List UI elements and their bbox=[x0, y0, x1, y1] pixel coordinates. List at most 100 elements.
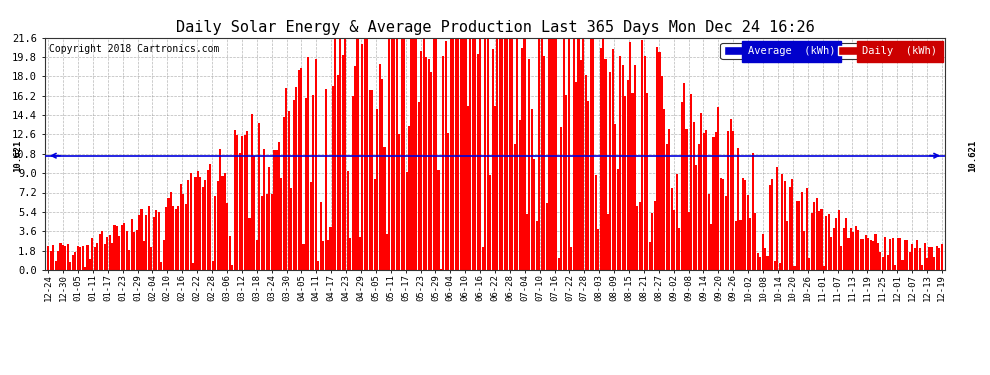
Bar bbox=[391, 38, 393, 270]
Bar bbox=[831, 237, 833, 270]
Bar bbox=[565, 95, 567, 270]
Bar bbox=[506, 38, 508, 270]
Bar bbox=[290, 188, 292, 270]
Bar bbox=[204, 180, 206, 270]
Bar bbox=[426, 57, 428, 270]
Bar bbox=[828, 214, 830, 270]
Bar bbox=[275, 150, 277, 270]
Bar bbox=[202, 188, 204, 270]
Bar bbox=[128, 251, 131, 270]
Bar bbox=[816, 198, 818, 270]
Bar bbox=[489, 175, 491, 270]
Bar bbox=[544, 56, 545, 270]
Bar bbox=[111, 243, 113, 270]
Bar bbox=[300, 68, 302, 270]
Bar bbox=[602, 38, 604, 270]
Bar bbox=[597, 229, 599, 270]
Bar bbox=[914, 248, 916, 270]
Bar bbox=[826, 216, 828, 270]
Bar bbox=[121, 225, 123, 270]
Bar bbox=[428, 60, 430, 270]
Bar bbox=[651, 213, 653, 270]
Bar bbox=[472, 38, 474, 270]
Bar bbox=[383, 147, 385, 270]
Bar bbox=[836, 218, 838, 270]
Bar bbox=[577, 38, 579, 270]
Bar bbox=[526, 214, 528, 270]
Bar bbox=[104, 244, 106, 270]
Bar bbox=[192, 262, 194, 270]
Bar bbox=[728, 131, 730, 270]
Bar bbox=[746, 195, 748, 270]
Bar bbox=[310, 182, 312, 270]
Bar bbox=[545, 202, 547, 270]
Bar bbox=[217, 181, 219, 270]
Bar bbox=[280, 178, 282, 270]
Bar bbox=[234, 130, 236, 270]
Bar bbox=[454, 38, 456, 270]
Bar bbox=[821, 210, 823, 270]
Bar bbox=[459, 38, 461, 270]
Bar bbox=[862, 238, 864, 270]
Bar bbox=[435, 38, 438, 270]
Bar bbox=[423, 38, 425, 270]
Bar bbox=[356, 38, 358, 270]
Bar bbox=[263, 149, 265, 270]
Bar bbox=[904, 240, 906, 270]
Bar bbox=[796, 201, 798, 270]
Bar bbox=[580, 60, 582, 270]
Bar bbox=[627, 80, 629, 270]
Bar bbox=[189, 172, 192, 270]
Bar bbox=[406, 172, 408, 270]
Bar bbox=[452, 38, 454, 270]
Bar bbox=[818, 211, 820, 270]
Bar bbox=[79, 247, 81, 270]
Bar bbox=[653, 201, 655, 270]
Bar bbox=[227, 203, 229, 270]
Bar bbox=[376, 108, 378, 270]
Bar bbox=[445, 40, 446, 270]
Bar bbox=[150, 246, 152, 270]
Bar bbox=[199, 177, 202, 270]
Bar bbox=[609, 72, 612, 270]
Bar bbox=[447, 133, 449, 270]
Bar bbox=[718, 107, 720, 270]
Bar bbox=[295, 87, 297, 270]
Bar bbox=[607, 214, 609, 270]
Bar bbox=[751, 153, 753, 270]
Bar bbox=[381, 79, 383, 270]
Bar bbox=[371, 90, 373, 270]
Bar bbox=[534, 159, 536, 270]
Bar bbox=[327, 240, 329, 270]
Bar bbox=[874, 234, 876, 270]
Bar bbox=[477, 54, 479, 270]
Bar bbox=[50, 251, 51, 270]
Bar bbox=[939, 248, 940, 270]
Bar bbox=[307, 57, 310, 270]
Bar bbox=[157, 212, 159, 270]
Bar bbox=[776, 168, 778, 270]
Bar bbox=[884, 237, 886, 270]
Bar bbox=[536, 220, 538, 270]
Bar bbox=[646, 93, 648, 270]
Bar bbox=[146, 215, 148, 270]
Bar bbox=[658, 53, 660, 270]
Bar bbox=[940, 244, 942, 270]
Bar bbox=[239, 153, 241, 270]
Bar bbox=[902, 260, 904, 270]
Text: 10.621: 10.621 bbox=[968, 140, 977, 172]
Bar bbox=[258, 123, 260, 270]
Bar bbox=[229, 237, 231, 270]
Bar bbox=[315, 58, 317, 270]
Bar bbox=[619, 56, 622, 270]
Bar bbox=[813, 202, 815, 270]
Bar bbox=[774, 261, 776, 270]
Bar bbox=[285, 88, 287, 270]
Bar bbox=[64, 246, 66, 270]
Bar bbox=[793, 266, 796, 270]
Bar bbox=[897, 238, 899, 270]
Bar bbox=[504, 38, 506, 270]
Bar bbox=[889, 240, 891, 270]
Bar bbox=[622, 65, 624, 270]
Bar bbox=[247, 131, 248, 270]
